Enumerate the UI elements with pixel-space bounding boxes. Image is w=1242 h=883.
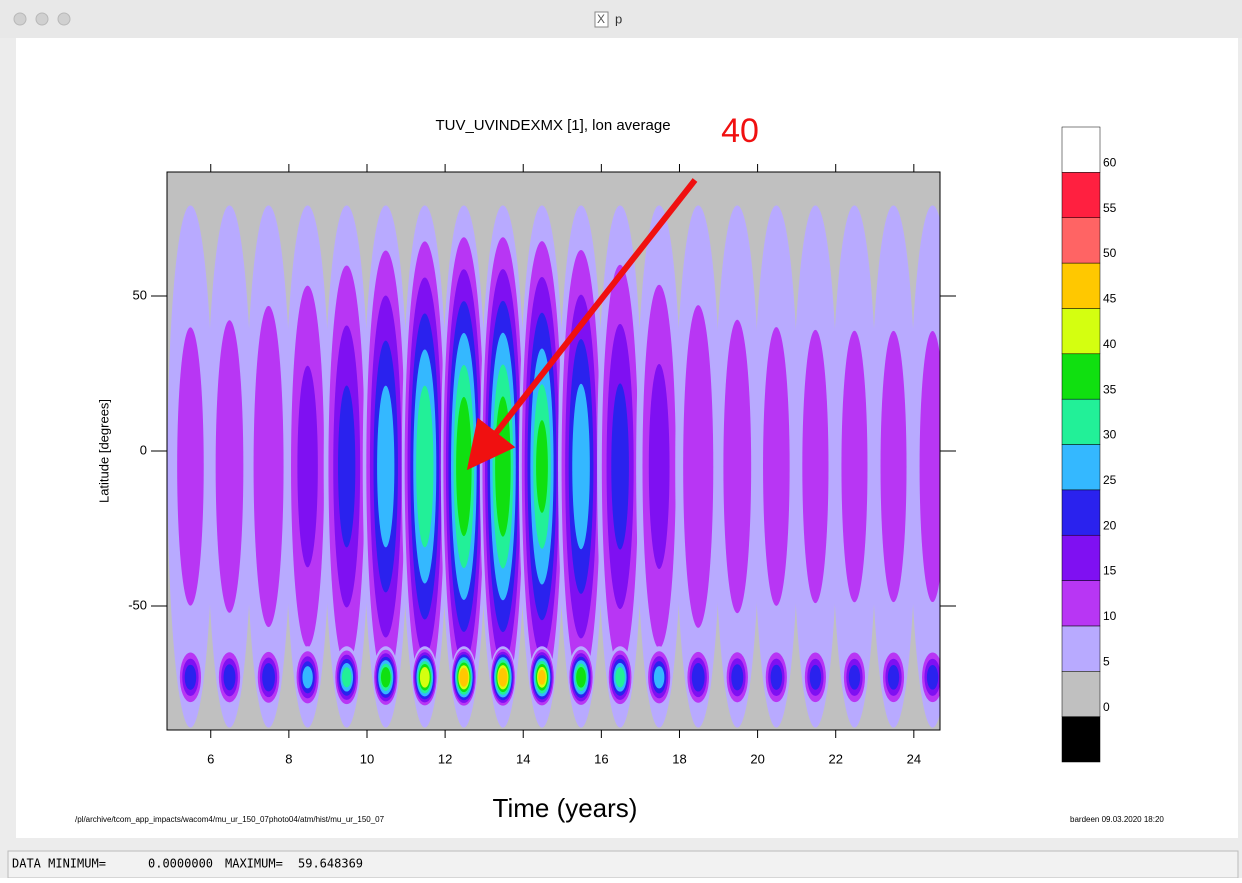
contour-band	[262, 663, 275, 692]
contour-band	[615, 667, 625, 688]
x-tick-label: 10	[360, 751, 374, 766]
colorbar-swatch	[1061, 671, 1101, 717]
contour-field	[167, 172, 940, 730]
colorbar-label: 15	[1103, 564, 1117, 578]
footer-path: /pl/archive/tcom_app_impacts/wacom4/mu_u…	[75, 815, 385, 824]
contour-band	[302, 666, 313, 689]
x-tick-label: 8	[285, 751, 292, 766]
colorbar-swatch	[1061, 398, 1101, 445]
annotation: 40	[721, 112, 759, 150]
contour-band	[538, 669, 546, 685]
contour-band	[763, 327, 790, 606]
contour-band	[536, 420, 548, 513]
colorbar-label: 5	[1103, 654, 1110, 668]
x-tick-label: 18	[672, 751, 686, 766]
y-tick-label: 0	[140, 442, 147, 457]
contour-band	[338, 385, 356, 548]
contour-band	[215, 320, 244, 613]
colorbar-swatch	[1061, 262, 1101, 309]
colorbar-label: 0	[1103, 700, 1110, 714]
contour-band	[809, 664, 822, 690]
colorbar-label: 35	[1103, 382, 1117, 396]
annotation-arrow	[466, 178, 698, 471]
contour-band	[683, 305, 714, 628]
title-bar	[0, 0, 1242, 38]
contour-band	[253, 305, 284, 628]
colorbar-swatch	[1061, 716, 1101, 763]
y-tick-label: -50	[128, 597, 147, 612]
x-tick-label: 20	[750, 751, 764, 766]
colorbar-label: 40	[1103, 337, 1117, 351]
contour-band	[880, 330, 907, 603]
contour-band	[576, 666, 586, 688]
x-tick-label: 6	[207, 751, 214, 766]
x-icon-letter: X	[597, 12, 605, 26]
status-max-value: 59.648369	[298, 857, 363, 871]
status-min-value: 0.0000000	[148, 857, 213, 871]
colorbar-swatch	[1061, 308, 1101, 355]
contour-band	[731, 664, 744, 691]
colorbar-label: 60	[1103, 156, 1117, 170]
contour-band	[611, 383, 629, 550]
x-tick-label: 24	[907, 751, 921, 766]
contour-band	[419, 666, 430, 688]
status-max-label: MAXIMUM=	[225, 857, 283, 871]
x-axis-label: Time (years)	[493, 793, 638, 823]
contour-band	[848, 664, 861, 690]
contour-band	[691, 663, 705, 692]
contour-band	[802, 329, 829, 604]
contour-band	[887, 664, 900, 690]
contour-band	[184, 664, 197, 690]
zoom-button[interactable]	[57, 12, 71, 26]
x-tick-label: 14	[516, 751, 530, 766]
x-tick-label: 12	[438, 751, 452, 766]
colorbar-swatch	[1061, 126, 1101, 173]
contour-band	[341, 667, 352, 688]
y-axis-label: Latitude [degrees]	[96, 399, 111, 503]
colorbar-swatch	[1061, 489, 1101, 536]
colorbar-swatch	[1061, 444, 1101, 491]
contour-band	[459, 667, 469, 687]
contour-band	[919, 330, 940, 603]
colorbar-label: 20	[1103, 518, 1117, 532]
contour-band	[926, 664, 939, 690]
colorbar-label: 30	[1103, 428, 1117, 442]
contour-band	[380, 667, 391, 688]
contour-band	[841, 330, 868, 603]
x-tick-label: 16	[594, 751, 608, 766]
colorbar-swatch	[1061, 580, 1101, 627]
footer-stamp: bardeen 09.03.2020 18:20	[1070, 815, 1164, 824]
contour-band	[648, 364, 670, 569]
contour-band	[416, 385, 434, 548]
minimize-button[interactable]	[35, 12, 49, 26]
x-tick-label: 22	[828, 751, 842, 766]
colorbar-swatch	[1061, 353, 1101, 400]
contour-band	[498, 667, 508, 687]
contour-band	[377, 385, 395, 548]
window-title: p	[615, 11, 622, 26]
colorbar-label: 45	[1103, 292, 1117, 306]
contour-band	[223, 664, 236, 691]
colorbar-swatch	[1061, 625, 1101, 672]
colorbar-swatch	[1061, 217, 1101, 264]
colorbar-swatch	[1061, 172, 1101, 218]
contour-band	[297, 365, 318, 568]
contour-band	[572, 383, 590, 550]
colorbar-label: 50	[1103, 246, 1117, 260]
colorbar-swatch	[1061, 534, 1101, 581]
contour-band	[653, 666, 665, 689]
contour-band	[723, 319, 752, 614]
close-button[interactable]	[13, 12, 27, 26]
chart-title: TUV_UVINDEXMX [1], lon average	[435, 117, 670, 134]
y-tick-label: 50	[133, 287, 147, 302]
contour-band	[456, 396, 472, 537]
colorbar-label: 25	[1103, 473, 1117, 487]
colorbar-label: 10	[1103, 609, 1117, 623]
status-min-label: DATA MINIMUM=	[12, 857, 106, 871]
contour-band	[770, 664, 783, 690]
x-icon	[594, 11, 609, 28]
colorbar-label: 55	[1103, 201, 1117, 215]
contour-band	[177, 327, 204, 606]
